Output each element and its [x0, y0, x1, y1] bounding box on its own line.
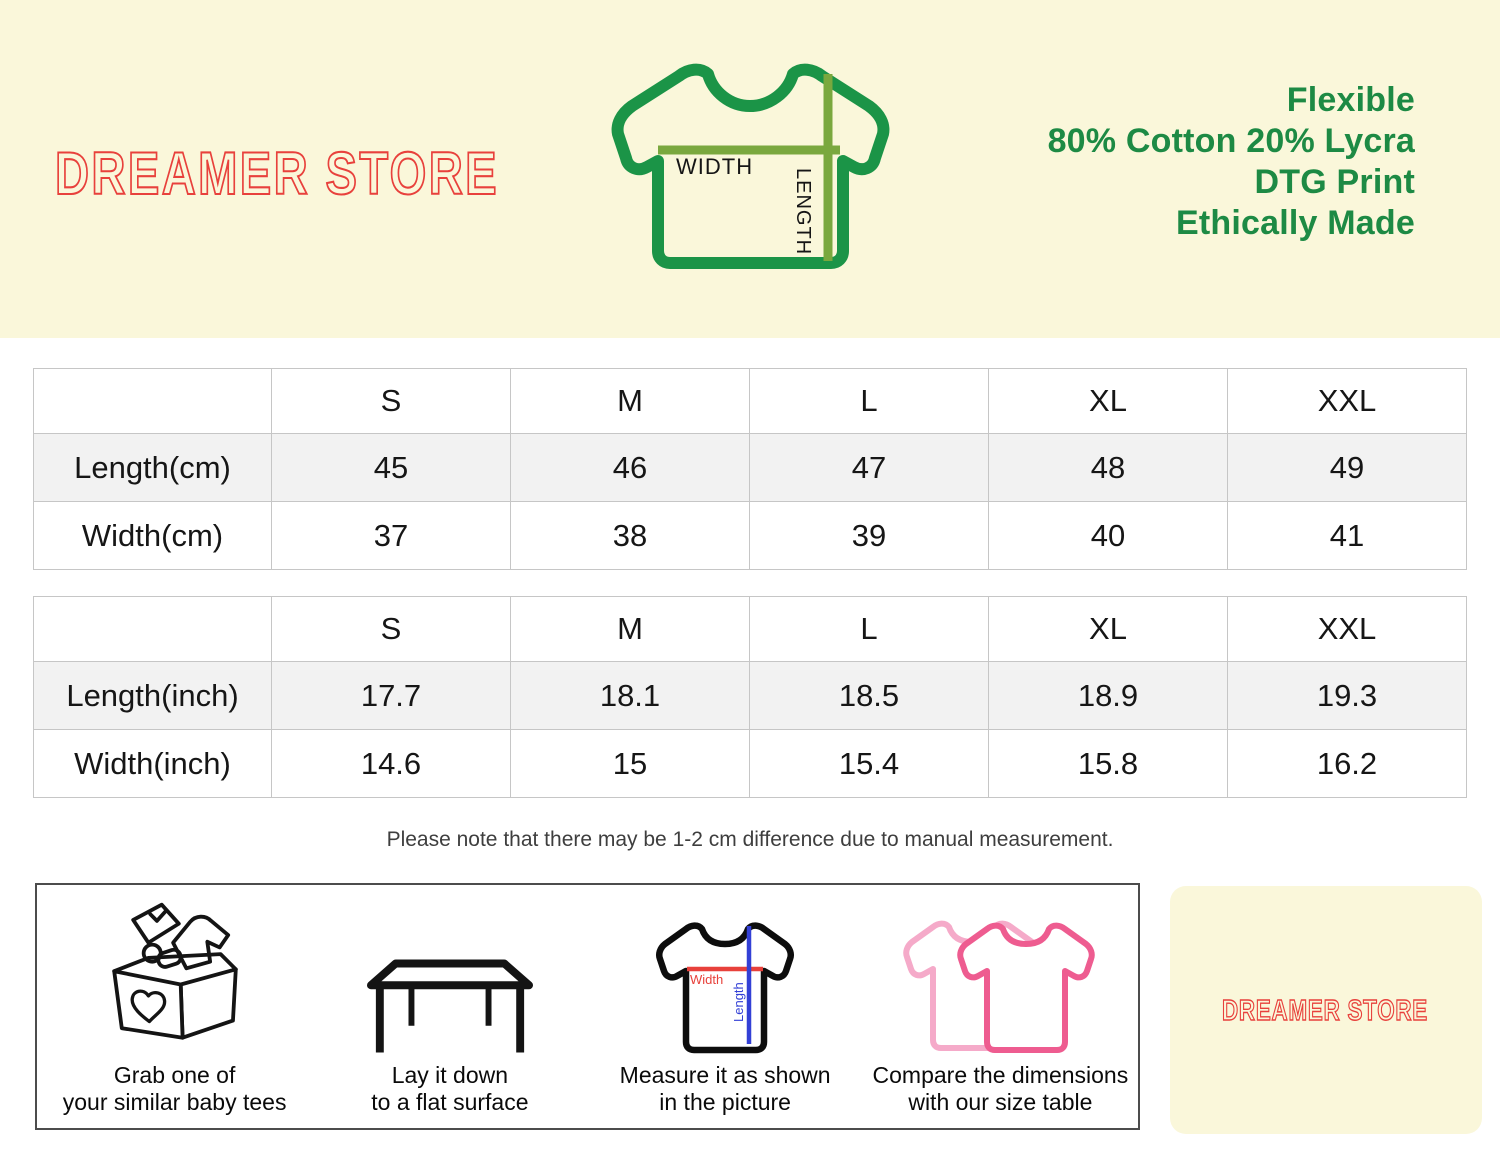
measure-tee-icon: Width Length [655, 885, 795, 1054]
value-cell: 39 [749, 501, 989, 570]
size-col-header: XL [988, 368, 1228, 434]
empty-corner-cell [33, 368, 272, 434]
size-col-header: S [271, 368, 511, 434]
length-inch-row: Length(inch) 17.7 18.1 18.5 18.9 19.3 [33, 661, 1467, 730]
store-logo-text: DREAMER STORE [55, 140, 499, 207]
value-cell: 18.9 [988, 661, 1228, 730]
row-label: Length(inch) [33, 661, 272, 730]
caption-line: in the picture [659, 1089, 791, 1115]
measurement-note: Please note that there may be 1-2 cm dif… [386, 828, 1114, 851]
feature-line: DTG Print [1254, 163, 1415, 201]
size-col-header: XXL [1227, 596, 1467, 662]
caption-line: your similar baby tees [62, 1089, 287, 1115]
step-compare: Compare the dimensions with our size tab… [863, 885, 1138, 1128]
row-label: Width(cm) [33, 501, 272, 570]
width-inch-row: Width(inch) 14.6 15 15.4 15.8 16.2 [33, 729, 1467, 798]
store-logo-small: DREAMER STORE [1221, 994, 1428, 1027]
value-cell: 15.8 [988, 729, 1228, 798]
size-table-inch: S M L XL XXL Length(inch) 17.7 18.1 18.5… [33, 596, 1467, 798]
width-cm-row: Width(cm) 37 38 39 40 41 [33, 501, 1467, 570]
width-label: Width [690, 972, 723, 987]
size-col-header: XXL [1227, 368, 1467, 434]
step-measure: Width Length Measure it as shown in the … [588, 885, 863, 1128]
value-cell: 18.5 [749, 661, 989, 730]
caption-line: Measure it as shown [619, 1062, 831, 1088]
row-label: Width(inch) [33, 729, 272, 798]
value-cell: 15.4 [749, 729, 989, 798]
caption-line: Grab one of [113, 1062, 236, 1088]
size-col-header: XL [988, 596, 1228, 662]
length-label: Length [731, 982, 746, 1022]
size-col-header: L [749, 596, 989, 662]
value-cell: 19.3 [1227, 661, 1467, 730]
value-cell: 45 [271, 433, 511, 502]
row-label: Length(cm) [33, 433, 272, 502]
box-of-tees-icon [99, 885, 251, 1054]
length-label: LENGTH [792, 168, 814, 255]
table-icon [366, 885, 534, 1054]
value-cell: 18.1 [510, 661, 750, 730]
step-caption: Compare the dimensions with our size tab… [873, 1062, 1129, 1116]
value-cell: 16.2 [1227, 729, 1467, 798]
caption-line: Lay it down [391, 1062, 509, 1088]
compare-tees-icon [902, 885, 1098, 1054]
step-caption: Grab one of your similar baby tees [63, 1062, 287, 1116]
store-logo: DREAMER STORE [54, 139, 499, 208]
empty-corner-cell [33, 596, 272, 662]
footer-brand-card: DREAMER STORE [1170, 886, 1482, 1134]
green-tee-outline [611, 63, 890, 269]
product-features: Flexible 80% Cotton 20% Lycra DTG Print … [1048, 80, 1415, 244]
value-cell: 48 [988, 433, 1228, 502]
value-cell: 41 [1227, 501, 1467, 570]
value-cell: 37 [271, 501, 511, 570]
size-table-inch-header-row: S M L XL XXL [33, 596, 1467, 662]
value-cell: 40 [988, 501, 1228, 570]
caption-line: to a flat surface [371, 1089, 529, 1115]
length-cm-row: Length(cm) 45 46 47 48 49 [33, 433, 1467, 502]
feature-line: 80% Cotton 20% Lycra [1047, 122, 1415, 160]
width-label: WIDTH [676, 154, 753, 179]
step-caption: Lay it down to a flat surface [371, 1062, 528, 1116]
size-col-header: M [510, 596, 750, 662]
step-grab-tee: Grab one of your similar baby tees [37, 885, 312, 1128]
step-caption: Measure it as shown in the picture [620, 1062, 831, 1116]
value-cell: 14.6 [271, 729, 511, 798]
size-table-cm: S M L XL XXL Length(cm) 45 46 47 48 49 W… [33, 368, 1467, 570]
header-banner: DREAMER STORE WIDTH LENGTH Flexible 80% … [0, 0, 1500, 338]
caption-line: Compare the dimensions [872, 1062, 1129, 1088]
size-col-header: L [749, 368, 989, 434]
value-cell: 46 [510, 433, 750, 502]
size-col-header: S [271, 596, 511, 662]
measurement-tee-icon: WIDTH LENGTH [611, 63, 890, 269]
value-cell: 15 [510, 729, 750, 798]
value-cell: 38 [510, 501, 750, 570]
size-col-header: M [510, 368, 750, 434]
size-table-cm-header-row: S M L XL XXL [33, 368, 1467, 434]
caption-line: with our size table [908, 1089, 1093, 1115]
store-logo-text: DREAMER STORE [1222, 995, 1428, 1027]
feature-line: Flexible [1286, 81, 1415, 119]
step-flat-surface: Lay it down to a flat surface [312, 885, 587, 1128]
how-to-measure-box: Grab one of your similar baby tees Lay i [35, 883, 1140, 1130]
value-cell: 49 [1227, 433, 1467, 502]
value-cell: 47 [749, 433, 989, 502]
feature-line: Ethically Made [1176, 204, 1415, 242]
value-cell: 17.7 [271, 661, 511, 730]
